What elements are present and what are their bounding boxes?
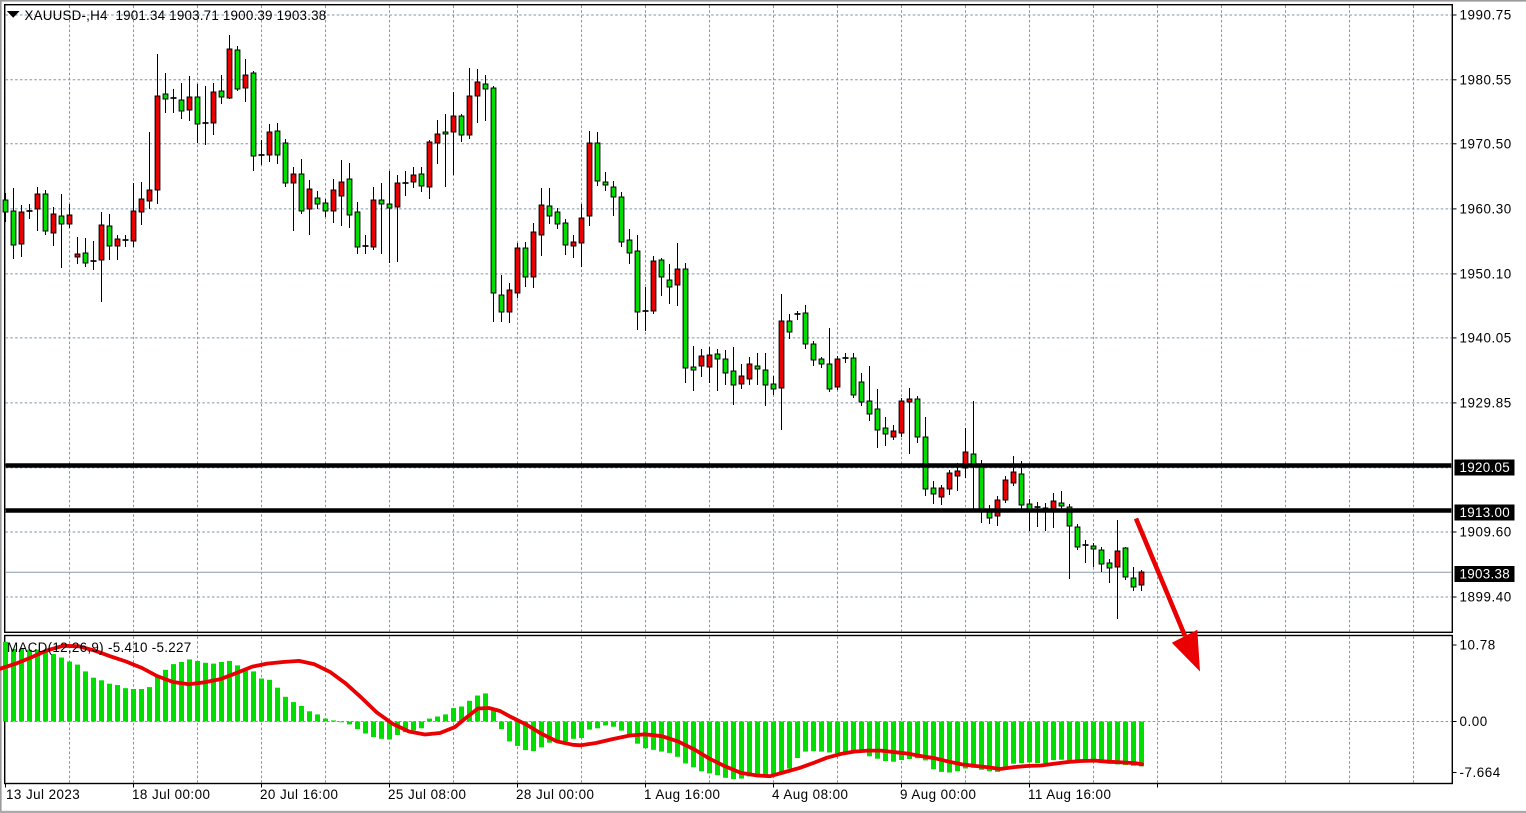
svg-text:4 Aug 08:00: 4 Aug 08:00 (772, 787, 848, 802)
svg-text:MACD(12,26,9) -5.410 -5.227: MACD(12,26,9) -5.410 -5.227 (7, 640, 192, 655)
svg-text:1980.55: 1980.55 (1460, 72, 1512, 87)
svg-text:1920.05: 1920.05 (1460, 460, 1511, 475)
svg-text:1970.50: 1970.50 (1460, 136, 1512, 151)
svg-text:20 Jul 16:00: 20 Jul 16:00 (260, 787, 338, 802)
svg-text:1909.60: 1909.60 (1460, 525, 1512, 540)
svg-text:1940.05: 1940.05 (1460, 330, 1512, 345)
svg-text:13 Jul 2023: 13 Jul 2023 (6, 787, 80, 802)
svg-text:28 Jul 00:00: 28 Jul 00:00 (516, 787, 594, 802)
svg-text:1903.38: 1903.38 (1460, 567, 1511, 582)
svg-text:-7.664: -7.664 (1460, 765, 1501, 780)
svg-text:11 Aug 16:00: 11 Aug 16:00 (1028, 787, 1111, 802)
svg-text:1899.40: 1899.40 (1460, 590, 1512, 605)
svg-text:XAUUSD-,H4 1901.34 1903.71 19: XAUUSD-,H4 1901.34 1903.71 1900.39 1903.… (25, 8, 327, 23)
svg-text:0.00: 0.00 (1460, 714, 1488, 729)
svg-text:9 Aug 00:00: 9 Aug 00:00 (900, 787, 976, 802)
svg-text:1950.10: 1950.10 (1460, 266, 1512, 281)
svg-text:1990.75: 1990.75 (1460, 8, 1512, 23)
svg-text:1 Aug 16:00: 1 Aug 16:00 (644, 787, 720, 802)
svg-text:1960.30: 1960.30 (1460, 201, 1512, 216)
svg-text:10.78: 10.78 (1460, 638, 1496, 653)
svg-text:1913.00: 1913.00 (1460, 505, 1511, 520)
svg-text:1929.85: 1929.85 (1460, 395, 1512, 410)
svg-text:18 Jul 00:00: 18 Jul 00:00 (132, 787, 210, 802)
svg-text:25 Jul 08:00: 25 Jul 08:00 (388, 787, 466, 802)
